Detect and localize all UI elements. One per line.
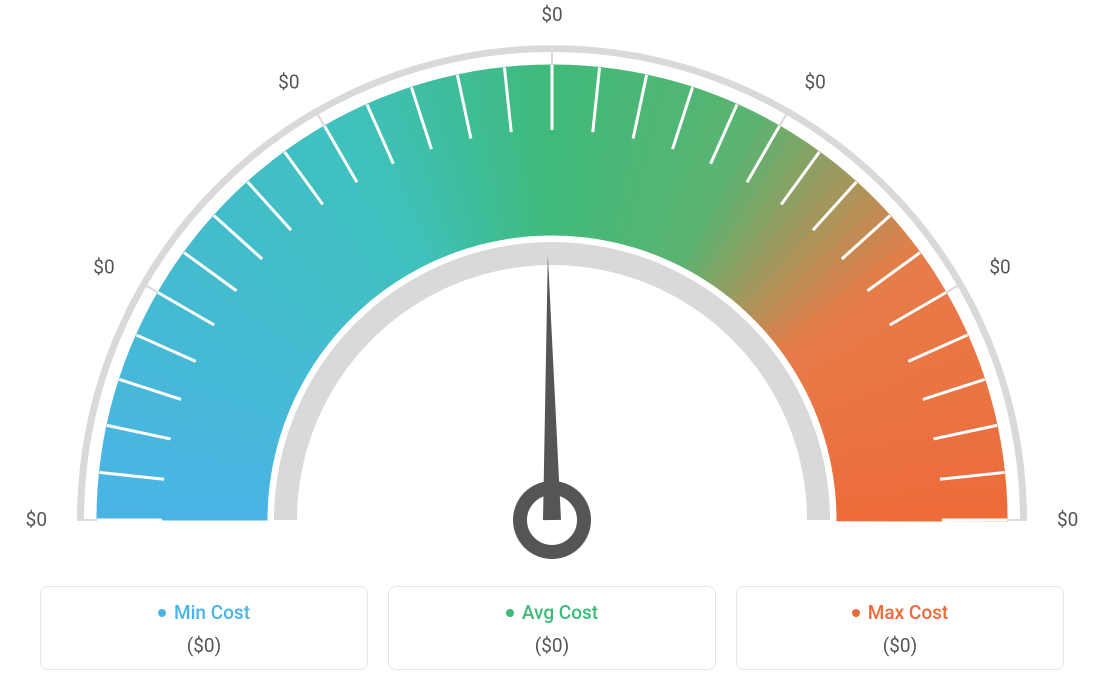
legend-dot-max xyxy=(852,609,860,617)
legend-value-avg: ($0) xyxy=(397,634,707,657)
legend-title-avg: Avg Cost xyxy=(506,601,598,624)
svg-text:$0: $0 xyxy=(93,256,114,279)
legend-title-max: Max Cost xyxy=(852,601,948,624)
legend-row: Min Cost ($0) Avg Cost ($0) Max Cost ($0… xyxy=(0,586,1104,670)
legend-dot-avg xyxy=(506,609,514,617)
svg-text:$0: $0 xyxy=(541,3,562,26)
legend-card-avg: Avg Cost ($0) xyxy=(388,586,716,670)
svg-text:$0: $0 xyxy=(989,256,1010,279)
legend-label-min: Min Cost xyxy=(174,601,250,624)
legend-card-min: Min Cost ($0) xyxy=(40,586,368,670)
gauge-chart: $0 $0 $0 $0 $0 $0 $0 xyxy=(0,0,1104,560)
svg-text:$0: $0 xyxy=(805,71,826,94)
cost-gauge-widget: $0 $0 $0 $0 $0 $0 $0 Min Cost ($0) Avg Cost ($… xyxy=(0,0,1104,690)
legend-value-max: ($0) xyxy=(745,634,1055,657)
gauge-svg: $0 $0 $0 $0 $0 $0 $0 xyxy=(0,0,1104,560)
legend-label-avg: Avg Cost xyxy=(522,601,598,624)
legend-label-max: Max Cost xyxy=(868,601,948,624)
legend-title-min: Min Cost xyxy=(158,601,250,624)
legend-dot-min xyxy=(158,609,166,617)
svg-text:$0: $0 xyxy=(1057,508,1078,531)
svg-text:$0: $0 xyxy=(26,508,47,531)
legend-card-max: Max Cost ($0) xyxy=(736,586,1064,670)
legend-value-min: ($0) xyxy=(49,634,359,657)
svg-text:$0: $0 xyxy=(278,71,299,94)
